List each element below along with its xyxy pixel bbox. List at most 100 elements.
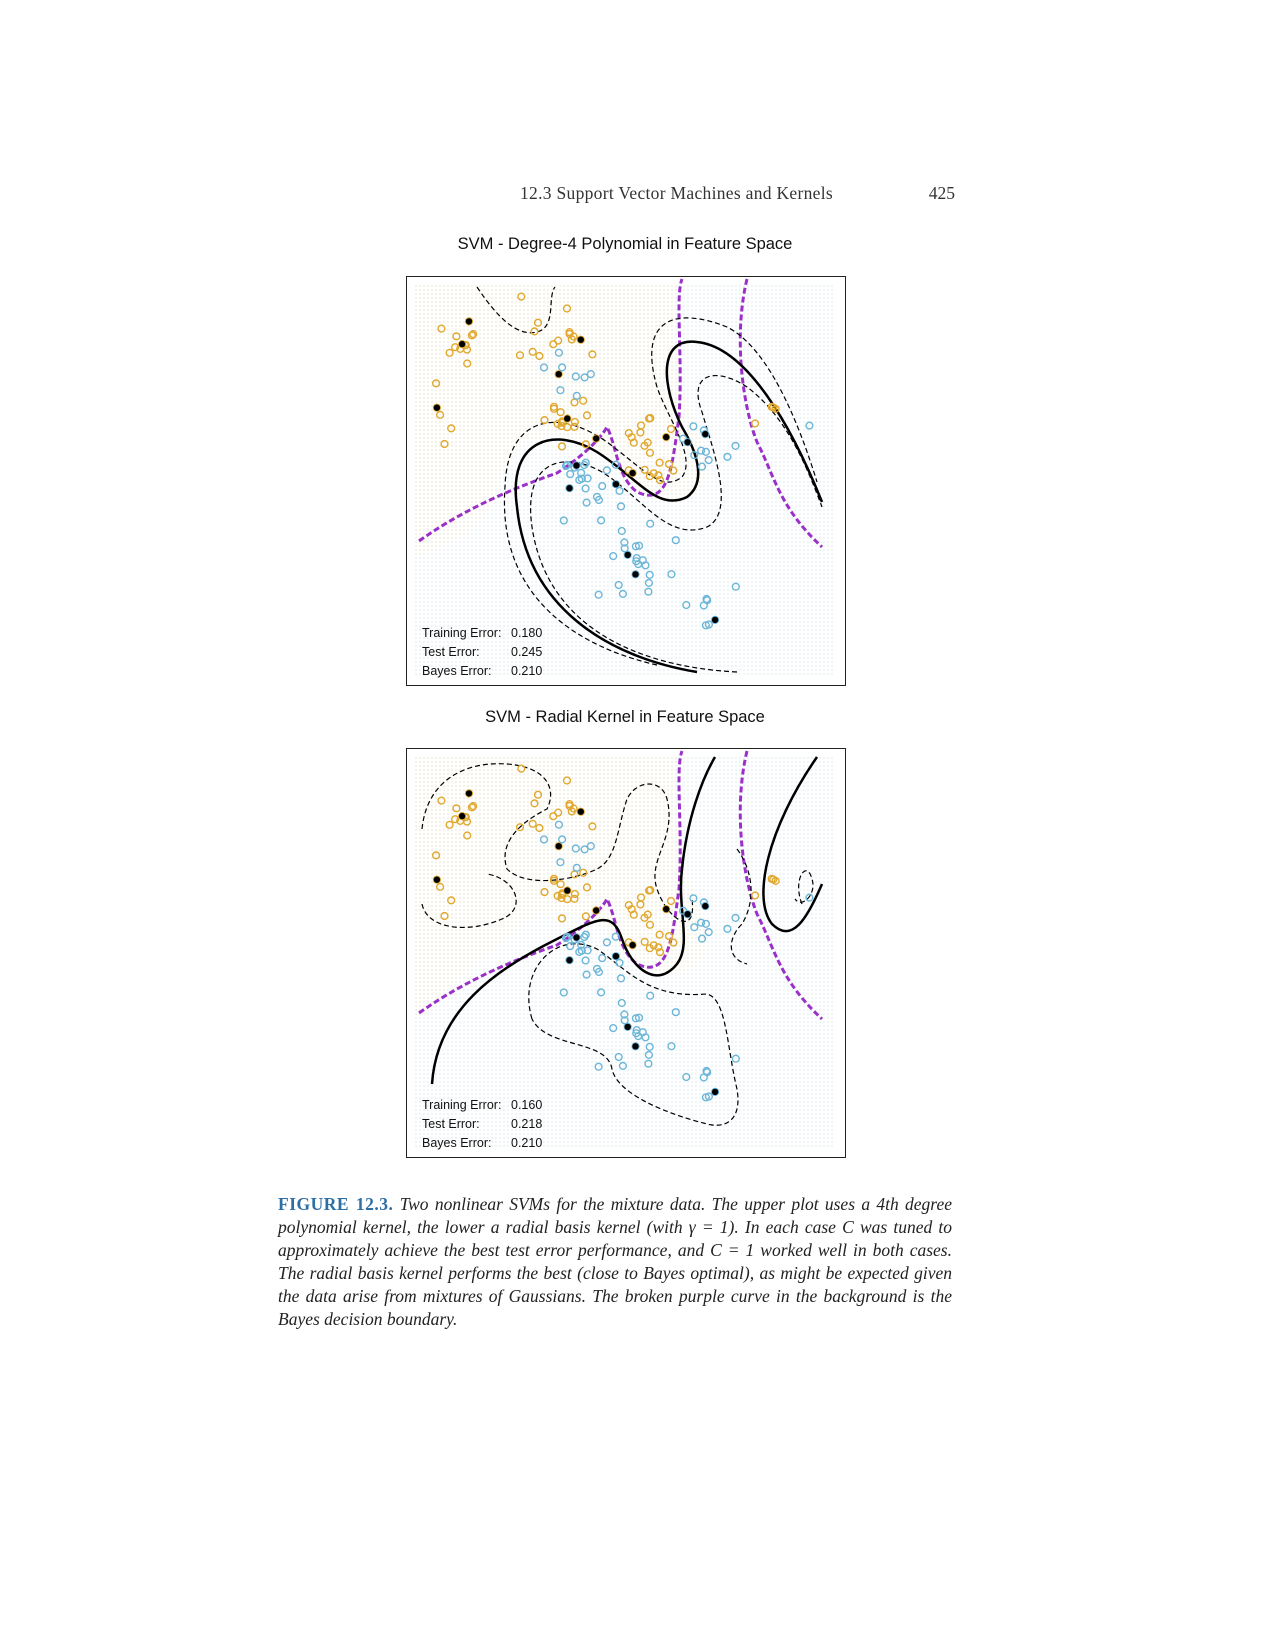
error-value: 0.210 [511,1136,543,1150]
data-point-blue [580,460,589,470]
data-point-blue [539,835,549,844]
data-point-orange [646,414,655,423]
data-point-orange [576,807,585,816]
data-point-blue [594,495,604,505]
data-point-orange [645,448,655,457]
data-point-blue [671,536,680,545]
data-point-blue [577,940,586,949]
svm-margin-top [476,286,556,334]
data-point-blue [805,421,814,430]
data-point-orange [655,458,664,467]
data-point-blue [563,460,572,470]
bayes-boundary-left [418,278,684,543]
data-point-orange [553,891,562,901]
data-point-orange [582,411,592,420]
data-point-blue [539,363,549,372]
data-point-orange [592,906,601,915]
data-point-blue [558,835,567,844]
support-vector [702,902,709,910]
data-point-blue [697,462,707,471]
data-point-orange [662,905,671,914]
data-point-orange [569,804,578,813]
support-vector [612,953,620,960]
data-point-orange [655,948,665,957]
caption-text: Two nonlinear SVMs for the mixture data.… [278,1194,953,1329]
data-point-blue [631,1014,641,1023]
error-value: 0.245 [511,645,543,659]
data-point-orange [637,421,646,430]
error-label: Bayes Error: [422,664,492,678]
data-point-orange [576,335,585,344]
data-point-blue [682,1072,691,1082]
data-point-blue [683,910,692,919]
data-point-blue [611,480,621,489]
support-vector [564,415,571,422]
bayes-boundary-right [738,278,824,549]
data-point-orange [535,351,544,361]
data-point-orange [570,417,580,427]
data-point-orange [554,370,563,379]
data-point-blue [571,372,580,381]
error-row-bayes: Bayes Error: 0.210 [422,1135,542,1154]
data-point-orange [556,408,565,417]
data-point-blue [594,1062,603,1071]
error-value: 0.160 [511,1098,543,1112]
error-row-training: Training Error: 0.180 [422,625,542,644]
plot-title-radial: SVM - Radial Kernel in Feature Space [485,708,765,726]
data-point-orange [432,875,442,884]
polynomial-plot-canvas [415,278,835,677]
data-point-orange [463,359,472,368]
support-vector [566,957,573,964]
data-point-orange [669,938,678,947]
data-point-orange [447,424,456,433]
data-point-blue [644,1050,654,1060]
svm-boundary-right [762,756,824,933]
data-point-orange [582,883,592,892]
data-point-orange [557,442,567,451]
support-vector [458,340,466,348]
data-point-orange [464,789,474,798]
support-vector [433,876,441,883]
running-head: 12.3 Support Vector Machines and Kernels… [520,183,955,207]
data-point-blue [594,590,603,599]
data-point-orange [528,347,537,356]
data-point-orange [581,440,591,449]
data-point-blue [618,589,628,599]
data-point-orange [569,332,578,341]
data-point-blue [572,933,581,942]
data-point-blue [572,391,581,400]
support-vector [577,336,584,343]
plot-radial: Training Error: 0.160 Test Error: 0.218 … [406,748,846,1158]
data-point-orange [562,304,572,313]
data-point-blue [697,934,707,943]
data-point-blue [683,438,692,447]
data-point-orange [565,327,574,337]
data-point-blue [620,544,629,553]
data-point-orange [640,465,649,474]
data-point-blue [731,441,740,451]
data-point-blue [614,580,623,590]
data-point-blue [667,1042,676,1051]
data-point-orange [646,886,655,895]
data-point-orange [432,403,442,412]
data-point-blue [616,502,626,511]
error-row-training: Training Error: 0.160 [422,1097,542,1116]
data-point-orange [751,891,760,900]
data-point-blue [731,1054,740,1063]
data-point-blue [704,456,713,465]
data-point-orange [517,764,526,773]
data-point-blue [566,942,575,951]
data-point-blue [597,988,606,997]
data-point-blue [583,474,592,483]
data-point-blue [667,570,676,579]
data-point-blue [701,1093,711,1102]
data-point-orange [654,471,663,480]
data-point-orange [528,819,537,828]
data-point-blue [704,928,713,937]
data-point-blue [711,1087,720,1097]
data-point-blue [609,552,618,561]
data-point-blue [701,621,711,630]
data-point-blue [731,913,740,923]
data-point-orange [654,943,663,952]
data-point-orange [579,396,588,405]
